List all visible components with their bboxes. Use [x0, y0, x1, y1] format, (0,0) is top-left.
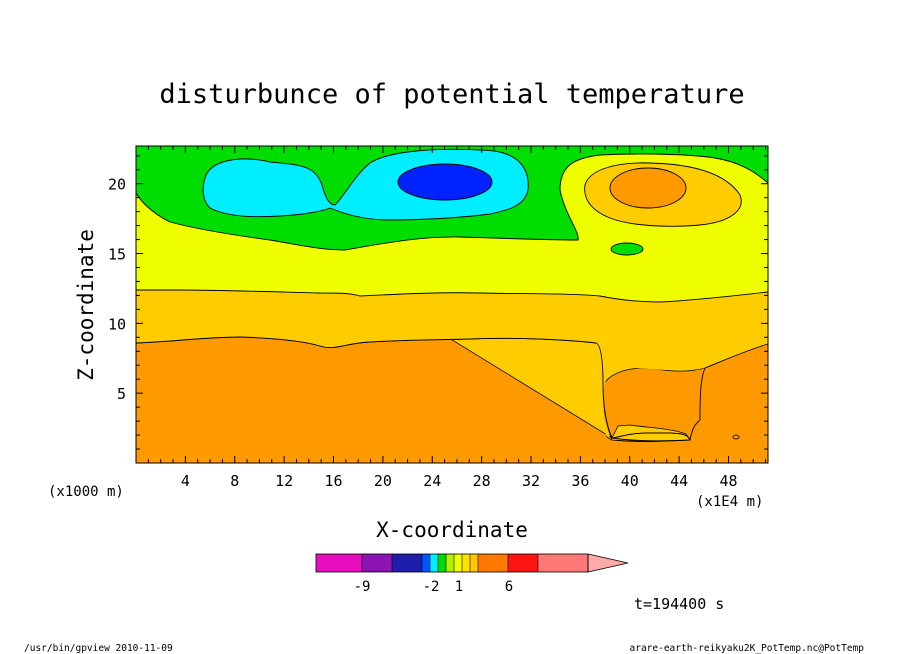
y-tick-label: 5 [117, 385, 126, 403]
time-label: t=194400 s [634, 595, 724, 613]
colorbar-label-4: 6 [505, 579, 513, 595]
chart-title: disturbunce of potential temperature [159, 79, 744, 110]
y-tick-label: 10 [108, 315, 126, 333]
contour-line-orange [135, 336, 769, 442]
colorbar-frame [315, 553, 589, 573]
footer-right: arare-earth-reikyaku2K_PotTemp.nc@PotTem… [630, 643, 865, 654]
x-tick-label: 36 [571, 472, 589, 490]
x-tick-label: 24 [423, 472, 441, 490]
colorbar-label-3: 1 [455, 579, 463, 595]
colorbar-swatch-amber [470, 554, 478, 572]
plot-frame [135, 145, 769, 464]
contour-core-orange [609, 167, 687, 209]
x-axis-label: X-coordinate [376, 518, 528, 542]
x-tick-label: 12 [275, 472, 293, 490]
colorbar-swatch-yellow [454, 554, 462, 572]
x-tick-label: 48 [719, 472, 737, 490]
colorbar-swatch-green [438, 554, 446, 572]
colorbar-swatch-lime [446, 554, 454, 572]
y-axis: 5 10 15 20 [108, 155, 768, 450]
x-scale-note-left: (x1000 m) [48, 484, 124, 500]
contour-band-blue [397, 163, 493, 201]
footer-left: /usr/bin/gpview 2010-11-09 [24, 643, 173, 654]
x-tick-label: 4 [181, 472, 190, 490]
colorbar-swatch-orange [478, 554, 508, 572]
colorbar-swatch-salmon [538, 554, 588, 572]
x-scale-note-right: (x1E4 m) [696, 494, 763, 510]
x-tick-label: 16 [324, 472, 342, 490]
colorbar-swatch-navy [392, 554, 422, 572]
colorbar-swatch-gold [462, 554, 470, 572]
y-tick-label: 20 [108, 176, 126, 194]
x-tick-label: 32 [522, 472, 540, 490]
x-axis: 4 8 12 16 20 24 28 32 36 40 44 48 [147, 146, 767, 490]
colorbar-swatch-blue [422, 554, 430, 572]
colorbar-label-1: -9 [354, 579, 371, 595]
colorbar: -9 -2 1 6 [315, 553, 629, 595]
plot-area [135, 145, 769, 464]
contour-green-blob [610, 242, 644, 256]
x-tick-label: 28 [473, 472, 491, 490]
colorbar-arrow [587, 553, 629, 573]
colorbar-swatch-red [508, 554, 538, 572]
colorbar-swatch-purple [362, 554, 392, 572]
x-tick-label: 8 [230, 472, 239, 490]
x-tick-label: 40 [621, 472, 639, 490]
contour-small-ring [732, 434, 740, 440]
x-tick-label: 44 [670, 472, 688, 490]
colorbar-swatch-cyan [430, 554, 438, 572]
colorbar-swatch-magenta [316, 554, 362, 572]
y-axis-label: Z-coordinate [74, 229, 98, 381]
x-tick-label: 20 [374, 472, 392, 490]
colorbar-label-2: -2 [423, 579, 440, 595]
y-tick-label: 15 [108, 246, 126, 264]
